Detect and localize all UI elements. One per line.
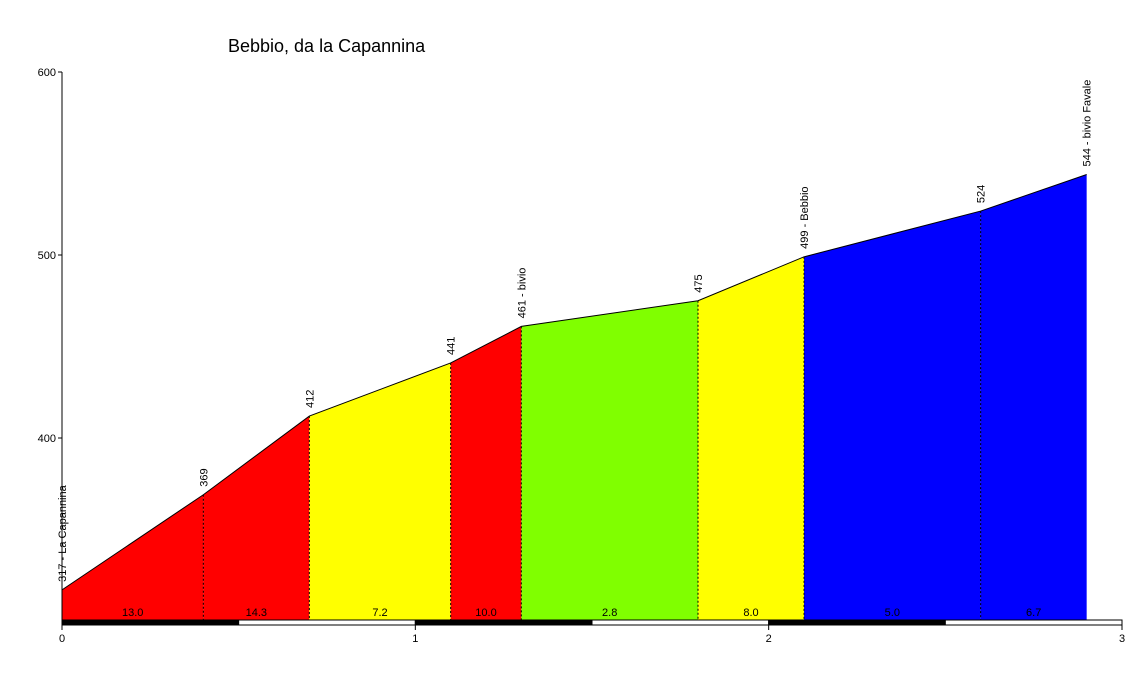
segment-gradient-label: 2.8	[602, 607, 617, 619]
x-axis-scale-bar	[591, 619, 770, 626]
segment-gradient-label: 6.7	[1026, 607, 1041, 619]
elevation-point-label: 317 - La Capannina	[57, 484, 69, 582]
segment-area	[450, 326, 522, 621]
x-tick-label: 1	[412, 633, 418, 645]
segment-gradient-label: 8.0	[743, 607, 758, 619]
x-tick-label: 3	[1119, 633, 1125, 645]
segment-gradient-label: 7.2	[372, 607, 387, 619]
elevation-point-label: 412	[304, 390, 316, 408]
x-axis-scale-bar	[414, 619, 593, 626]
segment-area	[62, 494, 204, 621]
x-axis-scale-bar	[768, 619, 946, 626]
elevation-point-label: 499 - Bebbio	[799, 186, 811, 248]
elevation-point-label: 441	[446, 337, 458, 355]
x-tick-label: 2	[766, 633, 772, 645]
elevation-point-label: 461 - bivio	[516, 268, 528, 319]
elevation-point-label: 369	[198, 468, 210, 486]
y-tick-label: 600	[38, 67, 56, 79]
segment-area	[698, 256, 804, 621]
profile-line	[61, 174, 1087, 591]
x-axis-scale-bar	[238, 619, 416, 626]
segment-gradient-label: 5.0	[885, 607, 900, 619]
segment-area	[980, 174, 1087, 622]
x-axis-scale-bar	[944, 619, 1123, 626]
y-tick-label: 400	[38, 433, 56, 445]
chart-title: Bebbio, da la Capannina	[228, 36, 426, 56]
segment-area	[521, 300, 698, 621]
segment-gradient-label: 14.3	[246, 607, 267, 619]
elevation-point-label: 524	[976, 185, 988, 203]
elevation-point-label: 544 - bivio Favale	[1082, 80, 1094, 167]
x-axis-scale-bar	[61, 619, 240, 626]
elevation-point-label: 475	[693, 274, 705, 292]
segment-area	[804, 211, 981, 621]
y-tick-label: 500	[38, 250, 56, 262]
x-tick-label: 0	[59, 633, 65, 645]
segment-gradient-label: 10.0	[475, 607, 496, 619]
segment-gradient-label: 13.0	[122, 607, 143, 619]
segment-area	[203, 416, 310, 621]
segment-area	[309, 362, 451, 621]
